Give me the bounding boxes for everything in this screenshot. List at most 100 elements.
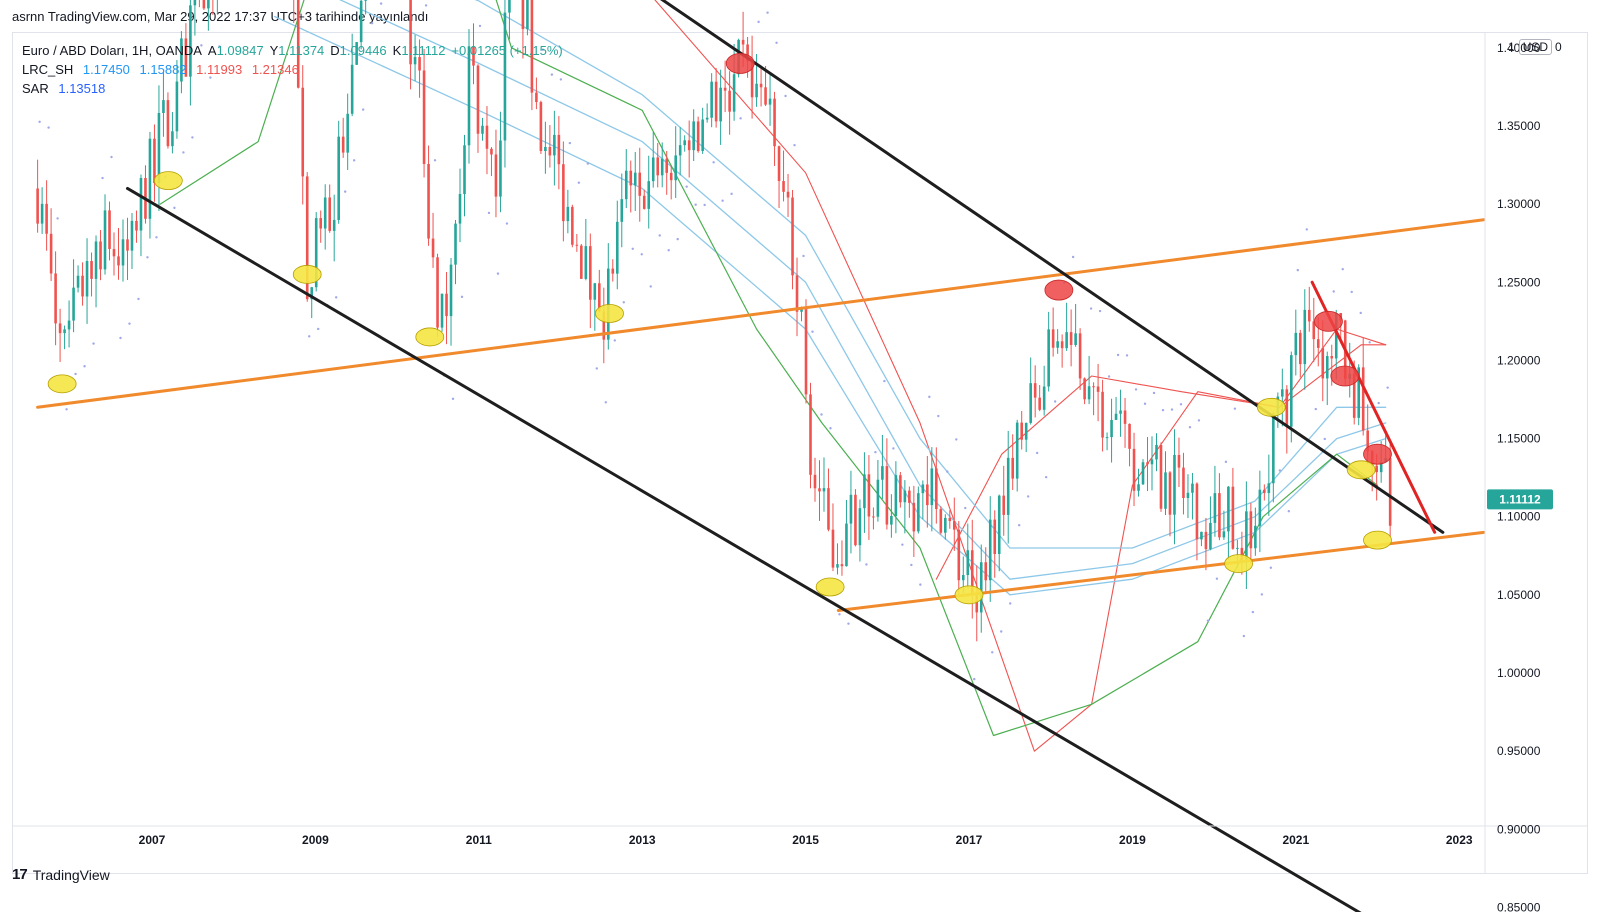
sar-dot [200,44,203,47]
candle-body [422,70,426,164]
sar-dot [478,24,482,28]
price-tick-label: 1.20000 [1497,353,1541,367]
price-tick-label: 1.10000 [1497,510,1541,524]
candle-body [314,218,318,288]
candle-body [912,502,916,532]
sar-dot [173,206,176,210]
candle-body [961,575,965,581]
price-tick-label: 1.40000 [1497,41,1541,55]
sar-dot [1215,577,1219,580]
tradingview-brand[interactable]: 17 TradingView [12,866,110,883]
currency-badge[interactable]: USD [1518,39,1553,55]
candle-body [481,125,484,134]
candle-body [818,488,821,492]
candle-body [1105,437,1109,439]
candle-body [350,64,354,114]
candle-body [890,515,893,525]
sar-dot [1170,408,1174,411]
time-tick-label: 2021 [1282,833,1309,847]
time-tick-label: 2019 [1119,833,1146,847]
candle-body [633,172,637,186]
sar-dot [352,159,356,162]
candle-body [660,158,664,176]
candle-body [296,0,300,88]
tradingview-logo-icon: 17 [12,866,28,883]
sar-dot [182,151,185,154]
trend-lines [36,0,1486,912]
candle-body [723,87,727,91]
sar-dot [721,199,724,202]
candle-body [759,83,763,88]
price-tick-label: 1.15000 [1497,432,1541,446]
yellow-trough-marker [292,265,322,284]
sar-dot [1386,386,1389,389]
candle-body [553,134,556,156]
candle-body [1065,332,1068,349]
candle-body [1254,525,1257,549]
candle-body [157,113,161,184]
currency-selector[interactable]: 1 USD 0 [1508,39,1562,55]
candle-body [72,287,75,321]
lrc-value-4: 1.21346 [251,62,299,77]
candle-body [1173,454,1176,515]
candle-body [692,121,695,151]
lrc-blue-line-2 [339,0,1387,580]
sar-dot [1107,375,1111,378]
channel-upper-line [660,0,1445,534]
sar-dot [218,45,221,48]
candle-body [526,0,529,30]
sar-dot [667,249,670,252]
candle-body [135,220,138,231]
candle-body [301,87,305,177]
sar-dot [1188,426,1192,429]
red-peak-marker [1044,279,1074,301]
candle-body [881,466,884,480]
candle-body [786,191,790,198]
candle-body [1101,391,1104,438]
candle-body [184,38,188,77]
candle-body [1303,309,1307,365]
candle-body [1281,389,1284,397]
candle-body [1051,329,1055,348]
lrc-row[interactable]: LRC_SH 1.17450 1.15882 1.11993 1.21346 [22,60,569,79]
sar-dot [649,285,652,288]
sar-dot [568,141,572,145]
candle-body [1388,458,1392,526]
candle-body [189,5,192,77]
candle-body [67,320,71,330]
lrc-blue-line-3 [273,15,1387,596]
sar-dot [550,73,554,76]
price-tick-label: 0.85000 [1497,900,1541,912]
sar-dot [1242,634,1246,638]
candle-body [1245,511,1248,562]
candle-body [930,468,934,506]
candle-body [1334,312,1338,359]
candle-body [656,157,660,176]
candle-body [1200,531,1203,540]
candle-body [979,562,983,613]
symbol-name: Euro / ABD Doları, 1H, OANDA [22,43,202,58]
sar-dot [829,427,832,430]
sar-row[interactable]: SAR 1.13518 [22,79,569,98]
candle-body [337,136,340,220]
symbol-row[interactable]: Euro / ABD Doları, 1H, OANDA A1.09847 Y1.1… [22,41,569,60]
price-tick-label: 1.30000 [1497,197,1541,211]
candle-body [1177,454,1181,468]
candle-body [1375,465,1378,473]
sar-dot [47,126,50,129]
candle-body [1191,483,1194,493]
candle-body [858,508,862,546]
sar-dot [865,563,868,566]
sar-dot [559,78,563,81]
candle-body [310,287,314,300]
candle-body [49,233,53,274]
sar-dot [361,108,365,111]
sar-dot [460,295,464,299]
sar-dot [1305,228,1308,231]
candle-body [651,157,655,182]
candle-body [777,146,781,182]
candle-body [332,219,336,231]
candle-body [1222,531,1226,538]
candle-body [1379,462,1383,473]
